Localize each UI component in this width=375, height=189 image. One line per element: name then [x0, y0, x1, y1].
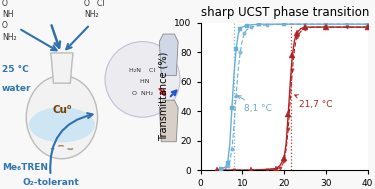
Ellipse shape [29, 107, 95, 143]
Y-axis label: Transmittance (%): Transmittance (%) [159, 52, 169, 141]
Text: H₂N    Cl: H₂N Cl [129, 68, 156, 73]
Text: 21,7 °C: 21,7 °C [295, 95, 332, 109]
Polygon shape [51, 53, 73, 83]
Text: 8,1 °C: 8,1 °C [238, 95, 272, 113]
Text: O: O [2, 0, 8, 8]
Text: O: O [2, 21, 8, 30]
Text: O   Cl: O Cl [84, 0, 105, 8]
Text: NH: NH [2, 10, 13, 19]
Polygon shape [159, 34, 178, 76]
Text: HN: HN [136, 79, 149, 84]
Circle shape [105, 42, 180, 117]
Text: O  NH₂: O NH₂ [132, 91, 153, 95]
Text: Me₆TREN: Me₆TREN [2, 163, 48, 172]
Ellipse shape [26, 76, 98, 159]
Text: 25 °C: 25 °C [2, 65, 28, 74]
Polygon shape [159, 100, 178, 142]
Text: water: water [2, 84, 32, 93]
Text: Cu⁰: Cu⁰ [52, 105, 72, 115]
Text: O₂-tolerant: O₂-tolerant [22, 178, 79, 187]
Text: NH₂: NH₂ [84, 10, 99, 19]
Text: sharp UCST phase transition: sharp UCST phase transition [201, 6, 369, 19]
Text: NH₂: NH₂ [2, 33, 16, 42]
